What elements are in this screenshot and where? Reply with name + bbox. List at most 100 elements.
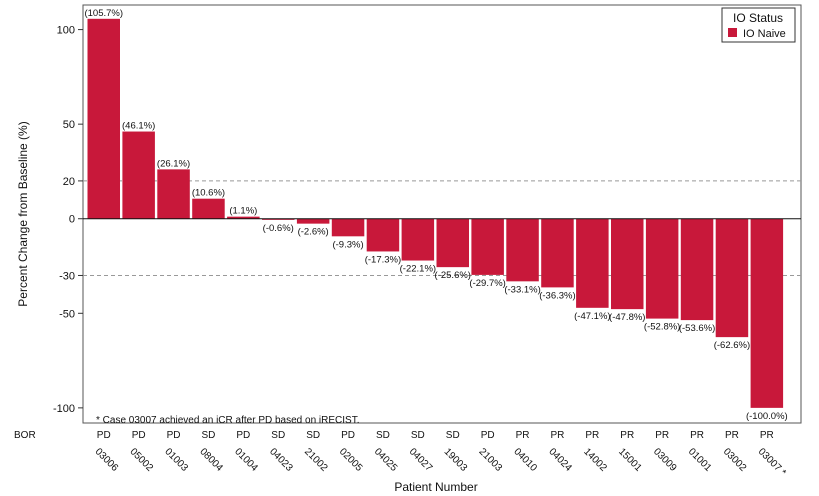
bor-value: PR bbox=[585, 430, 599, 441]
y-axis-title: Percent Change from Baseline (%) bbox=[16, 121, 30, 306]
x-tick-label: 01004 bbox=[232, 446, 260, 474]
x-tick-label: 03009 bbox=[651, 446, 679, 474]
bor-row-label: BOR bbox=[14, 430, 36, 441]
data-label: (-9.3%) bbox=[332, 239, 363, 250]
bor-value: PD bbox=[481, 430, 495, 441]
bor-value: PR bbox=[690, 430, 704, 441]
bar bbox=[227, 216, 260, 219]
data-label: (26.1%) bbox=[157, 158, 190, 169]
x-tick-label: 03002 bbox=[721, 446, 749, 474]
x-tick-label: 08004 bbox=[197, 446, 225, 474]
bor-value: PR bbox=[620, 430, 634, 441]
bor-value: SD bbox=[201, 430, 215, 441]
bor-value: PD bbox=[341, 430, 355, 441]
y-tick-label: 20 bbox=[63, 176, 75, 188]
legend: IO Status IO Naive bbox=[721, 7, 796, 43]
bar bbox=[645, 218, 679, 319]
data-label: (-100.0%) bbox=[746, 411, 788, 422]
x-tick-label: 21003 bbox=[477, 446, 505, 474]
bar bbox=[576, 218, 609, 308]
data-label: (-53.6%) bbox=[679, 323, 715, 334]
x-tick-label: 04025 bbox=[372, 446, 400, 474]
x-tick-label: 04024 bbox=[546, 446, 574, 474]
bar bbox=[541, 218, 574, 288]
bor-value: PR bbox=[725, 430, 739, 441]
x-tick-label: 03007 * bbox=[756, 446, 788, 478]
legend-swatch-io-naive bbox=[728, 28, 737, 37]
data-label: (-47.1%) bbox=[574, 311, 610, 322]
x-tick-label: 01001 bbox=[686, 446, 714, 474]
bar bbox=[401, 218, 435, 261]
data-label: (-47.8%) bbox=[609, 312, 645, 323]
y-axis: 100 50 20 0 -30 -50 -100 bbox=[53, 25, 83, 415]
bor-value: SD bbox=[411, 430, 425, 441]
x-axis: 03006 05002 01003 08004 01004 04023 21002 02005… bbox=[93, 446, 788, 478]
bor-value: PD bbox=[97, 430, 111, 441]
bar bbox=[331, 218, 365, 237]
x-tick-label: 04023 bbox=[267, 446, 295, 474]
data-label: (105.7%) bbox=[84, 8, 123, 19]
data-label: (10.6%) bbox=[192, 188, 225, 199]
data-label: (-17.3%) bbox=[365, 254, 401, 265]
bor-value: SD bbox=[446, 430, 460, 441]
x-tick-label: 04010 bbox=[511, 446, 539, 474]
bar bbox=[366, 218, 400, 252]
x-tick-label: 21002 bbox=[302, 446, 330, 474]
bar bbox=[262, 218, 295, 220]
data-label: (-2.6%) bbox=[298, 227, 329, 238]
footnote: * Case 03007 achieved an iCR after PD ba… bbox=[96, 415, 359, 426]
x-tick-label: 15001 bbox=[616, 446, 644, 474]
bor-value: SD bbox=[271, 430, 285, 441]
bar bbox=[122, 131, 155, 219]
x-tick-label: 03006 bbox=[93, 446, 121, 474]
data-labels: (105.7%) (46.1%) (26.1%) (10.6%) (1.1%) (-0.6… bbox=[84, 8, 787, 422]
data-label: (1.1%) bbox=[229, 206, 257, 217]
y-tick-label: 0 bbox=[69, 214, 75, 226]
bar bbox=[436, 218, 469, 268]
bar bbox=[471, 218, 504, 275]
data-label: (-33.1%) bbox=[504, 284, 540, 295]
bar bbox=[87, 18, 120, 219]
x-tick-label: 14002 bbox=[581, 446, 609, 474]
bor-value: PR bbox=[655, 430, 669, 441]
data-label: (-62.6%) bbox=[714, 340, 750, 351]
x-tick-label: 05002 bbox=[128, 446, 156, 474]
y-tick-label: 50 bbox=[63, 119, 75, 131]
bar bbox=[715, 218, 749, 338]
bor-value: PD bbox=[167, 430, 181, 441]
x-tick-label: 02005 bbox=[337, 446, 365, 474]
data-label: (-29.7%) bbox=[469, 278, 505, 289]
bor-value: PD bbox=[236, 430, 250, 441]
bor-value: PR bbox=[760, 430, 774, 441]
legend-title: IO Status bbox=[733, 11, 783, 25]
bars bbox=[87, 18, 784, 408]
bor-value: SD bbox=[306, 430, 320, 441]
bar bbox=[750, 218, 784, 408]
x-tick-label: 04027 bbox=[407, 446, 435, 474]
data-label: (-0.6%) bbox=[263, 223, 294, 234]
data-label: (-25.6%) bbox=[435, 270, 471, 281]
data-label: (46.1%) bbox=[122, 121, 155, 132]
bar bbox=[680, 218, 714, 321]
bar bbox=[611, 218, 644, 310]
bor-value: PD bbox=[132, 430, 146, 441]
data-label: (-52.8%) bbox=[644, 322, 680, 333]
legend-item-io-naive: IO Naive bbox=[743, 28, 786, 40]
bor-row: PD PD PD SD PD SD SD PD SD SD SD PD PR PR PR PR PR PR PR PR bbox=[97, 430, 774, 441]
x-tick-label: 19003 bbox=[442, 446, 470, 474]
bor-value: PR bbox=[516, 430, 530, 441]
x-axis-title: Patient Number bbox=[394, 480, 477, 494]
y-tick-label: -30 bbox=[59, 270, 75, 282]
data-label: (-36.3%) bbox=[539, 290, 575, 301]
y-tick-label: -100 bbox=[53, 403, 75, 415]
bar bbox=[157, 169, 190, 219]
bor-value: PR bbox=[550, 430, 564, 441]
bor-value: SD bbox=[376, 430, 390, 441]
y-tick-label: -50 bbox=[59, 308, 75, 320]
bar bbox=[192, 198, 225, 219]
x-tick-label: 01003 bbox=[162, 446, 190, 474]
bar bbox=[506, 218, 539, 282]
y-tick-label: 100 bbox=[57, 25, 75, 37]
